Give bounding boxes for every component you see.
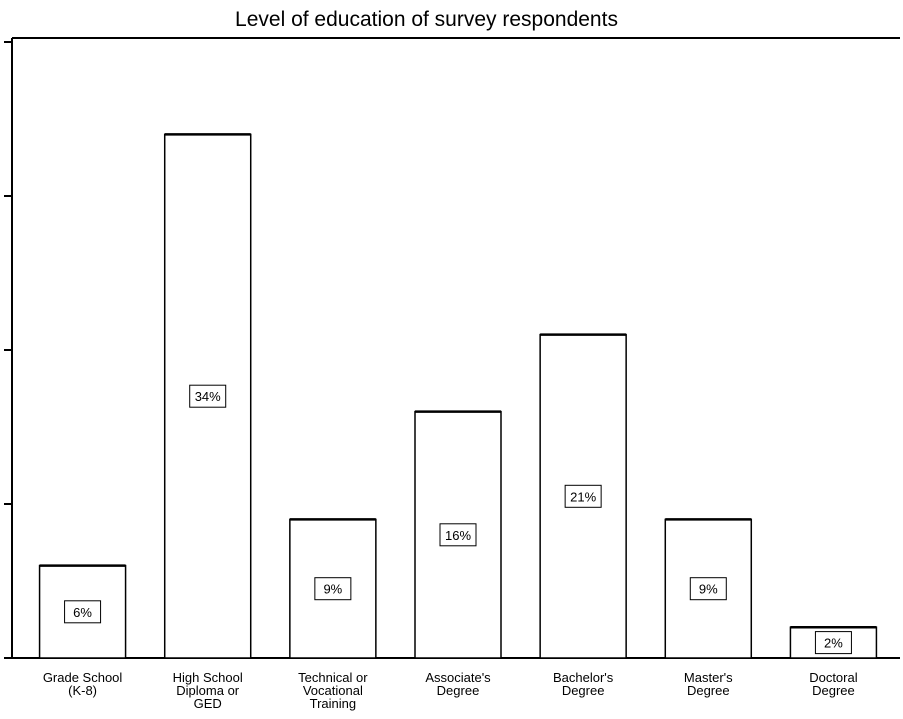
x-tick-label: Doctoral [809,670,858,685]
value-label-box [189,384,227,408]
x-tick-label: Degree [437,683,480,698]
value-label: 21% [570,489,596,504]
x-tick-label: Training [310,696,356,711]
chart-title: Level of education of survey respondents [235,8,618,31]
bar [289,518,377,659]
value-label-box [64,600,102,624]
value-label-box [564,484,602,508]
value-label-box [314,577,352,601]
x-tick-label: Technical or [298,670,368,685]
value-label: 9% [699,582,718,597]
value-label: 6% [73,605,92,620]
x-tick-label: Master's [684,670,733,685]
x-tick-label: Vocational [303,683,363,698]
x-tick-label: High School [173,670,243,685]
x-tick-label: GED [194,696,222,711]
x-tick-label: Diploma or [176,683,240,698]
value-label: 34% [195,389,221,404]
value-label-box [689,577,727,601]
value-label: 16% [445,528,471,543]
x-tick-label: Grade School [43,670,123,685]
x-tick-label: Associate's [425,670,491,685]
x-tick-label: Degree [562,683,605,698]
x-tick-label: Bachelor's [553,670,614,685]
value-label: 9% [323,582,342,597]
value-label: 2% [824,636,843,651]
x-tick-label: (K-8) [68,683,97,698]
value-label-box [439,523,477,547]
x-tick-label: Degree [812,683,855,698]
bars-group: 6% 34% 9% 16% 21% 9% 2% [38,133,878,659]
value-label-box [814,631,852,655]
x-tick-label: Degree [687,683,730,698]
